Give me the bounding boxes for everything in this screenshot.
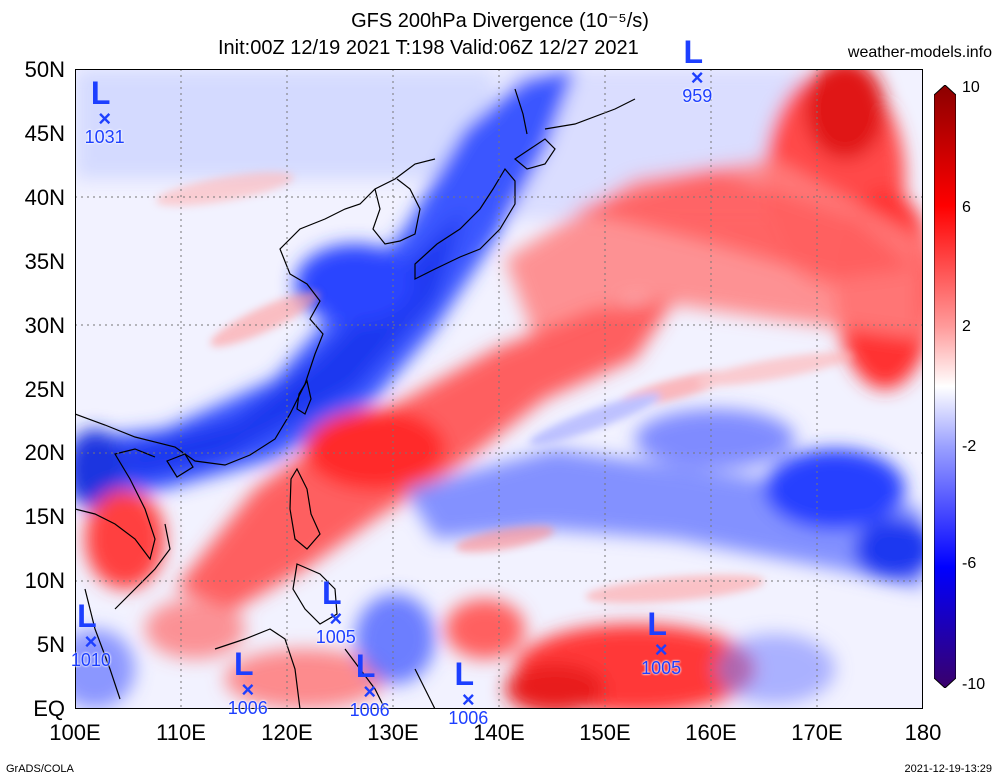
lat-label: 25N [24,377,65,402]
footer-timestamp: 2021-12-19-13:29 [904,763,992,775]
low-pressure-value: 1010 [70,650,111,671]
divergence-map [75,69,923,709]
colorbar-label: 10 [962,79,980,96]
lon-label: 150E [579,720,631,745]
chart-title: GFS 200hPa Divergence (10⁻⁵/s) [351,10,649,32]
colorbar-label: 2 [962,318,971,335]
lat-label: 5N [36,632,65,657]
low-center-marker: × [84,629,98,655]
low-center-marker: × [690,64,704,90]
low-center-marker: × [98,105,112,131]
lon-label: 120E [261,720,313,745]
low-center-marker: × [461,687,475,713]
lat-label: 20N [24,440,65,465]
colorbar-label: -2 [962,438,977,455]
lat-label: 30N [24,313,65,338]
colorbar-label: -10 [962,676,986,693]
low-letter: L [454,656,475,693]
low-center-marker: × [654,637,668,663]
lon-label: 140E [473,720,525,745]
low-letter: L [77,598,97,635]
low-pressure-value: 1006 [448,708,489,729]
low-letter: L [355,648,376,685]
lat-label: 10N [24,568,65,593]
low-center-marker: × [329,606,343,632]
low-letter: L [321,575,342,612]
map-canvas [75,69,923,709]
lat-label: 40N [24,185,65,210]
gridlines [75,69,923,709]
low-pressure-value: 959 [682,85,713,106]
lon-label: 110E [156,720,206,745]
lat-label: 15N [24,504,65,529]
footer-credit: GrADS/COLA [6,763,74,775]
lon-label: 160E [685,720,737,745]
lon-label: 130E [367,720,419,745]
low-pressure-value: 1005 [315,627,356,648]
low-letter: L [233,645,254,682]
low-pressure-value: 1031 [84,126,125,147]
divergence-field [75,69,923,709]
lon-label: 180 [904,720,942,745]
low-pressure-value: 1006 [349,700,390,721]
low-center-marker: × [241,676,255,702]
lon-label: 170E [791,720,843,745]
colorbar-label: -6 [962,555,977,572]
coastlines [75,88,636,709]
lat-label: EQ [33,696,65,721]
low-letter: L [683,33,703,70]
site-credit: weather-models.info [847,44,992,61]
colorbar [933,84,957,689]
lat-label: 45N [24,121,65,146]
low-pressure-value: 1006 [227,697,268,718]
low-pressure-value: 1005 [641,658,682,679]
low-letter: L [90,74,111,111]
lat-label: 50N [24,57,65,82]
lon-label: 100E [49,720,101,745]
low-letter: L [647,606,667,643]
colorbar-label: 6 [962,199,971,216]
lat-label: 35N [24,249,65,274]
low-center-marker: × [363,679,377,705]
